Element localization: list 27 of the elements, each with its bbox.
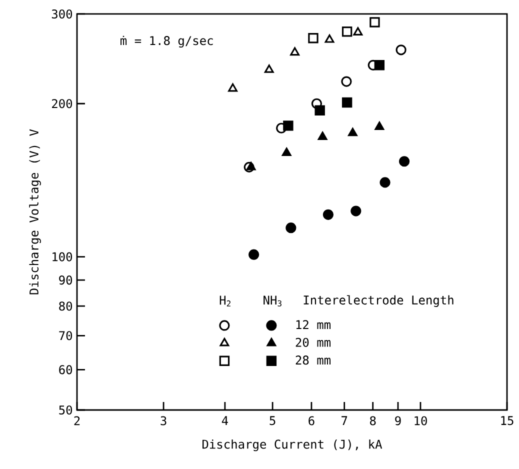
- x-tick-label: 15: [501, 416, 514, 426]
- y-tick-label: 70: [59, 331, 72, 340]
- x-tick-label: 7: [342, 416, 348, 425]
- y-tick-label: 60: [59, 365, 72, 374]
- legend-label: 28 mm: [296, 356, 330, 365]
- y-tick-label: 50: [59, 405, 72, 415]
- legend-title: Interelectrode Length: [304, 295, 454, 307]
- y-tick-label: 90: [59, 276, 72, 285]
- x-tick-label: 2: [74, 416, 80, 426]
- x-tick-label: 8: [370, 416, 376, 426]
- x-tick-label: 5: [270, 416, 276, 426]
- legend-label: 20 mm: [296, 338, 330, 347]
- annotation: ṁ = 1.8 g/sec: [120, 36, 213, 48]
- x-tick-label: 6: [308, 416, 314, 426]
- legend-label: 12 mm: [296, 320, 330, 330]
- annotation: H$_{2}$: [220, 296, 230, 306]
- annotation: NH$_{3}$: [264, 296, 282, 306]
- x-axis-title: Discharge Current (J), kA: [202, 439, 382, 452]
- y-axis-title: Discharge Voltage (V) V: [29, 129, 41, 294]
- y-tick-label: 300: [52, 9, 72, 19]
- x-tick-label: 9: [395, 416, 401, 426]
- x-tick-label: 4: [222, 416, 228, 425]
- x-tick-label: 3: [160, 416, 166, 426]
- x-tick-label: 10: [414, 416, 427, 426]
- y-tick-label: 200: [52, 99, 72, 108]
- y-tick-label: 80: [59, 302, 72, 311]
- y-tick-label: 100: [52, 252, 72, 262]
